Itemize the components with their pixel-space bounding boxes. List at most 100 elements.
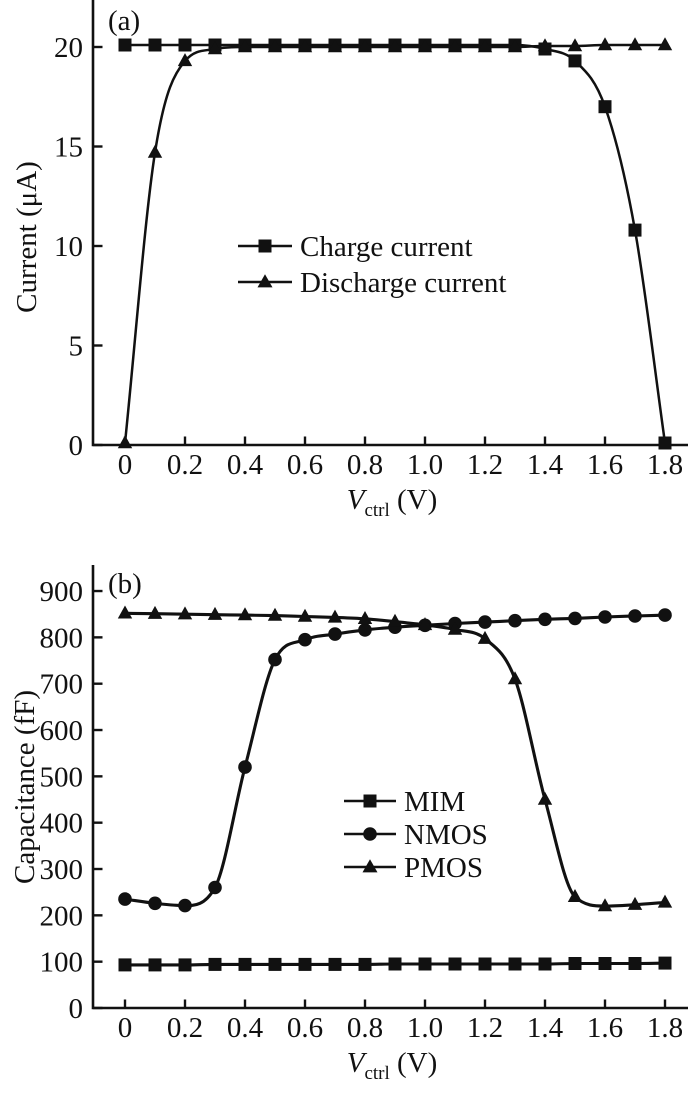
triangle-marker-icon — [627, 896, 643, 910]
y-axis-title-b: Capacitance (fF) — [9, 690, 41, 884]
triangle-marker-icon — [327, 609, 343, 623]
square-marker-icon — [358, 957, 372, 971]
legend-label: MIM — [404, 786, 465, 818]
circle-marker-icon — [568, 611, 582, 626]
y-tick-label: 400 — [40, 808, 84, 840]
circle-marker-icon — [298, 632, 312, 647]
series-line — [124, 613, 666, 908]
triangle-marker-icon — [627, 37, 643, 51]
axes: 0 5 10 15 20 0 0.2 0.4 0.6 0.8 1.0 1.2 1.4 1.6 1.8 — [54, 0, 688, 481]
legend-b: MIM NMOS PMOS — [344, 786, 488, 884]
triangle-marker-icon — [537, 38, 553, 52]
x-tick-label: 0 — [118, 1012, 133, 1044]
square-marker-icon — [118, 38, 132, 52]
x-tick-label: 0.6 — [287, 1012, 323, 1044]
square-marker-icon — [268, 957, 282, 971]
square-marker-icon — [178, 38, 192, 52]
y-tick-label: 800 — [40, 622, 84, 654]
legend-label: NMOS — [404, 819, 488, 851]
x-tick-label: 1.6 — [587, 449, 623, 481]
triangle-marker-icon — [362, 859, 378, 873]
axes: 0 100 200 300 400 500 600 700 800 900 0 0.2 0.4 0.6 0.… — [40, 565, 688, 1044]
triangle-marker-icon — [597, 898, 613, 912]
circle-marker-icon — [538, 612, 552, 627]
square-marker-icon — [628, 223, 642, 237]
axis-line — [91, 0, 688, 447]
triangle-marker-icon — [237, 39, 253, 53]
x-tick-label: 1.8 — [647, 449, 683, 481]
square-marker-icon — [448, 957, 462, 971]
square-marker-icon — [598, 957, 612, 970]
square-marker-icon — [508, 957, 522, 971]
triangle-marker-icon — [507, 39, 523, 53]
triangle-marker-icon — [177, 606, 193, 620]
triangle-marker-icon — [597, 37, 613, 51]
square-marker-icon — [538, 957, 552, 971]
series-discharge-current — [117, 37, 673, 449]
triangle-marker-icon — [147, 144, 163, 158]
triangle-marker-icon — [207, 41, 223, 55]
circle-marker-icon — [238, 760, 252, 774]
triangle-marker-icon — [447, 39, 463, 53]
triangle-marker-icon — [207, 606, 223, 620]
y-tick-label: 200 — [40, 900, 84, 932]
triangle-marker-icon — [387, 613, 403, 627]
x-tick-label: 0.4 — [227, 1012, 264, 1044]
triangle-marker-icon — [257, 274, 273, 288]
y-tick-label: 0 — [69, 993, 84, 1025]
circle-marker-icon — [358, 623, 372, 637]
series-pmos — [117, 605, 673, 912]
square-marker-icon — [478, 957, 492, 971]
triangle-marker-icon — [537, 791, 553, 805]
x-tick-label: 1.2 — [467, 1012, 503, 1044]
triangle-marker-icon — [237, 607, 253, 621]
legend-label: Discharge current — [300, 267, 506, 299]
panel-a-current-chart: 0 5 10 15 20 0 0.2 0.4 0.6 0.8 1.0 1.2 1.4 1.6 1.8 (a)… — [11, 0, 688, 521]
square-marker-icon — [328, 957, 342, 971]
triangle-marker-icon — [147, 605, 163, 619]
triangle-marker-icon — [177, 53, 193, 67]
circle-marker-icon — [628, 609, 642, 623]
square-marker-icon — [363, 794, 377, 808]
series-nmos — [118, 608, 672, 913]
y-tick-label: 5 — [69, 331, 84, 363]
y-tick-label: 15 — [54, 132, 83, 164]
x-tick-label: 1.8 — [647, 1012, 683, 1044]
square-marker-icon — [658, 956, 672, 970]
triangle-marker-icon — [567, 38, 583, 52]
series-line — [124, 611, 666, 908]
circle-marker-icon — [208, 880, 222, 895]
triangle-marker-icon — [357, 39, 373, 53]
square-marker-icon — [598, 100, 612, 114]
legend-item-charge-current: Charge current — [238, 231, 473, 263]
square-marker-icon — [238, 957, 252, 971]
x-tick-label: 1.4 — [527, 1012, 564, 1044]
series-mim — [118, 956, 672, 972]
legend-item-mim: MIM — [344, 786, 465, 818]
x-tick-label: 0.4 — [227, 449, 264, 481]
x-tick-label: 1.6 — [587, 1012, 623, 1044]
circle-marker-icon — [268, 652, 282, 667]
circle-marker-icon — [178, 898, 192, 913]
x-tick-label: 0.8 — [347, 1012, 383, 1044]
legend-label: Charge current — [300, 231, 473, 263]
circle-marker-icon — [478, 615, 492, 629]
square-marker-icon — [118, 958, 132, 972]
square-marker-icon — [208, 957, 222, 971]
triangle-marker-icon — [567, 889, 583, 902]
x-tick-label: 1.0 — [407, 449, 443, 481]
triangle-marker-icon — [417, 39, 433, 53]
circle-marker-icon — [598, 610, 612, 624]
y-tick-label: 0 — [69, 430, 84, 462]
panel-label-a: (a) — [108, 5, 140, 37]
y-tick-label: 900 — [40, 576, 84, 608]
triangle-marker-icon — [507, 671, 523, 685]
panel-label-b: (b) — [108, 568, 142, 600]
square-marker-icon — [418, 957, 432, 971]
circle-marker-icon — [508, 613, 522, 628]
legend-a: Charge current Discharge current — [238, 231, 506, 299]
triangle-marker-icon — [657, 37, 673, 51]
circle-marker-icon — [363, 827, 377, 841]
x-tick-label: 0.6 — [287, 449, 323, 481]
legend-item-discharge-current: Discharge current — [238, 267, 506, 299]
